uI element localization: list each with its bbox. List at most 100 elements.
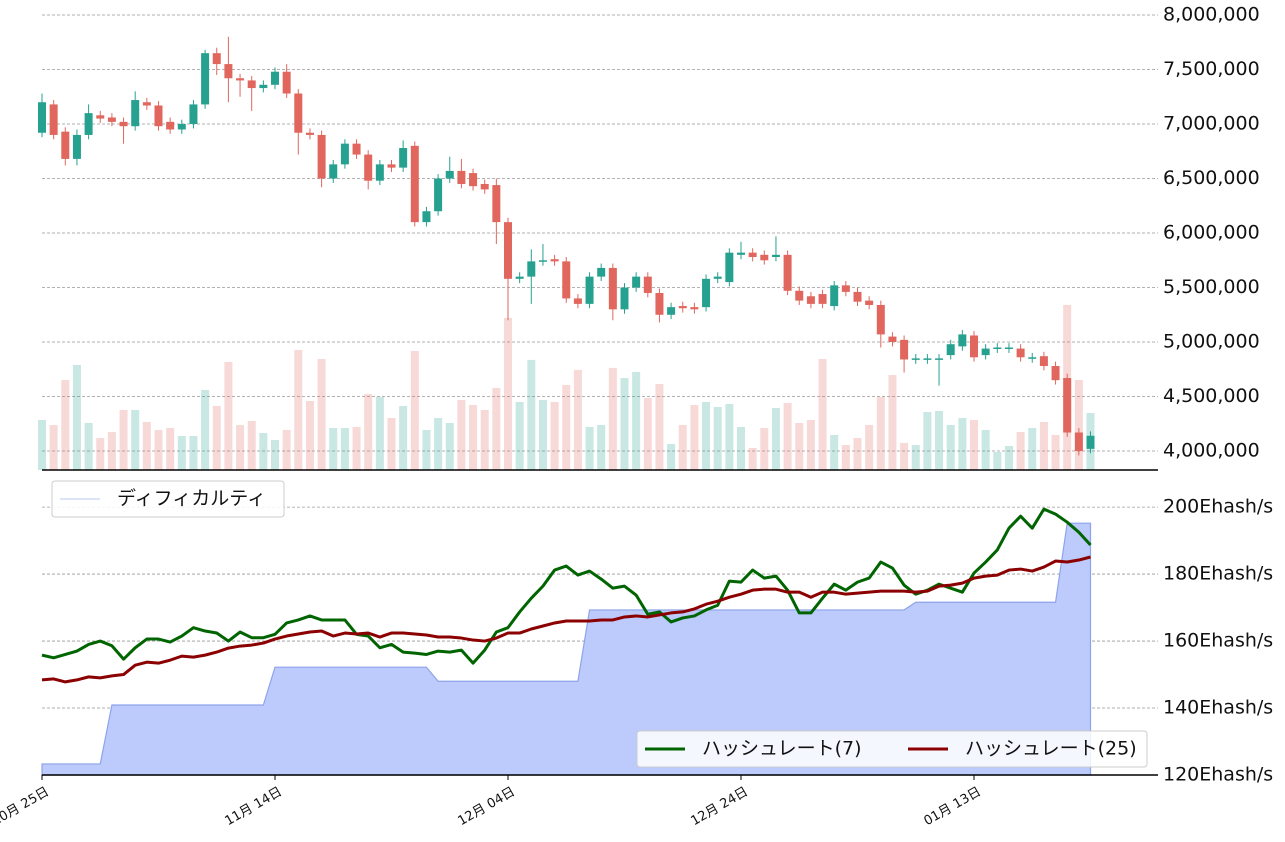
candle-body (247, 80, 256, 89)
candle-body (469, 173, 478, 187)
candle-body (1086, 435, 1095, 449)
volume-bar (876, 396, 885, 470)
volume-bar (236, 424, 245, 470)
candle-body (480, 183, 489, 190)
candle-body (1028, 357, 1037, 359)
candle-body (970, 335, 978, 358)
candle-body (375, 164, 384, 181)
candle-body (865, 300, 874, 305)
candle-body (387, 164, 396, 168)
candle-body (142, 102, 151, 106)
y-tick-label: 4,000,000 (1163, 440, 1260, 462)
legend-box (636, 730, 1148, 768)
volume-bar (667, 443, 676, 470)
volume-bar (329, 427, 338, 470)
y-tick-label: 7,000,000 (1163, 113, 1260, 135)
volume-bar (38, 419, 46, 470)
candle-body (737, 252, 745, 255)
volume-bar (538, 399, 547, 470)
legend-box (51, 480, 285, 518)
candle-body (352, 143, 361, 155)
volume-bar (61, 379, 70, 470)
candle-body (177, 124, 186, 130)
candle-body (911, 358, 920, 360)
volume-bar (888, 374, 897, 470)
volume-bar (399, 405, 408, 470)
candle-body (597, 267, 606, 277)
x-tick-label: 12月 04日 (456, 785, 518, 830)
volume-bar (783, 402, 792, 470)
candle-body (294, 93, 303, 133)
legend: ハッシュレート(7) ハッシュレート(25) (636, 730, 1148, 768)
line (41, 555, 1091, 684)
volume-bar (1074, 379, 1083, 470)
candle-body (72, 134, 81, 159)
candle-body (702, 278, 711, 308)
y-tick-label: 200Ehash/s (1163, 496, 1273, 518)
x-tick-label: 01月 13日 (922, 785, 984, 830)
candle-body (305, 132, 314, 135)
volume-bar (154, 429, 163, 470)
candle-body (119, 121, 128, 127)
candle-body (107, 117, 116, 122)
candle-body (876, 304, 885, 335)
volume-bar (294, 349, 303, 470)
y-tick-label: 180Ehash/s (1163, 563, 1273, 585)
volume-bar (1028, 427, 1037, 470)
volume-bar (259, 432, 268, 470)
x-tick-label: 10月 25日 (0, 785, 52, 830)
candle-body (538, 260, 547, 262)
volume-bar (550, 401, 559, 470)
candle-body (457, 170, 466, 184)
volume-bar (504, 317, 512, 470)
candle-body (236, 78, 245, 81)
candle-body (410, 145, 419, 223)
candle-body (340, 143, 349, 165)
volume-bar (981, 429, 990, 470)
candle-body (935, 358, 944, 360)
volume-bar (900, 442, 909, 470)
candle-body (61, 131, 70, 159)
volume-bar (119, 409, 128, 470)
candle-body (1051, 366, 1060, 381)
candle-body (492, 185, 501, 223)
candle-body (154, 105, 163, 127)
volume-bar (1039, 421, 1048, 470)
y-tick-label: 8,000,000 (1163, 4, 1260, 26)
legend: ディフィカルティ (51, 480, 285, 518)
candle-body (760, 254, 769, 261)
volume-bar (305, 400, 314, 470)
candle-body (364, 154, 373, 181)
volume-bar (771, 407, 780, 470)
volume-bar (364, 393, 373, 470)
candle-body (445, 170, 454, 179)
candle-body (900, 339, 909, 360)
candle-body (620, 287, 629, 310)
candle-body (643, 276, 652, 293)
volume-bar (806, 419, 815, 470)
volume-bar (585, 426, 594, 470)
candle-body (818, 294, 827, 304)
candle-body (713, 276, 722, 279)
candle-body (317, 134, 326, 179)
candle-body (585, 276, 594, 304)
volume-bar (469, 404, 478, 470)
volume-bar (282, 429, 291, 470)
volume-bar (271, 439, 279, 470)
volume-bar (340, 427, 349, 470)
volume-bar (480, 409, 489, 470)
x-tick-label: 12月 24日 (689, 785, 751, 830)
candle-body (608, 267, 617, 310)
candle-body (131, 100, 140, 127)
candle-body (550, 259, 559, 262)
volume-bar (515, 401, 524, 470)
volume-bar (702, 401, 711, 470)
volume-bar (212, 405, 221, 470)
candle-body (993, 347, 1002, 349)
volume-bar (527, 359, 536, 470)
volume-bar (725, 403, 734, 470)
volume-bar (1051, 434, 1060, 470)
candle-body (282, 71, 291, 94)
candle-body (667, 307, 676, 315)
